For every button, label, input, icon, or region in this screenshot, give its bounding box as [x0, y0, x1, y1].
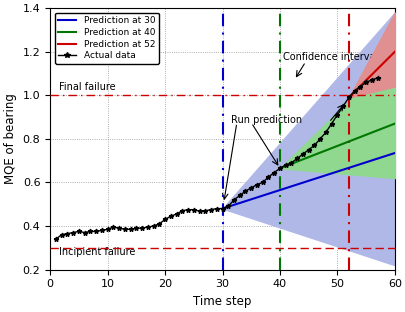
- Text: Final failure: Final failure: [59, 82, 115, 92]
- Y-axis label: MQE of bearing: MQE of bearing: [4, 93, 17, 184]
- Text: Run prediction: Run prediction: [230, 115, 301, 124]
- X-axis label: Time step: Time step: [193, 295, 251, 308]
- Text: Confidence interval: Confidence interval: [282, 52, 377, 62]
- Text: Incipient failure: Incipient failure: [59, 247, 135, 257]
- Legend: Prediction at 30, Prediction at 40, Prediction at 52, Actual data: Prediction at 30, Prediction at 40, Pred…: [55, 13, 158, 64]
